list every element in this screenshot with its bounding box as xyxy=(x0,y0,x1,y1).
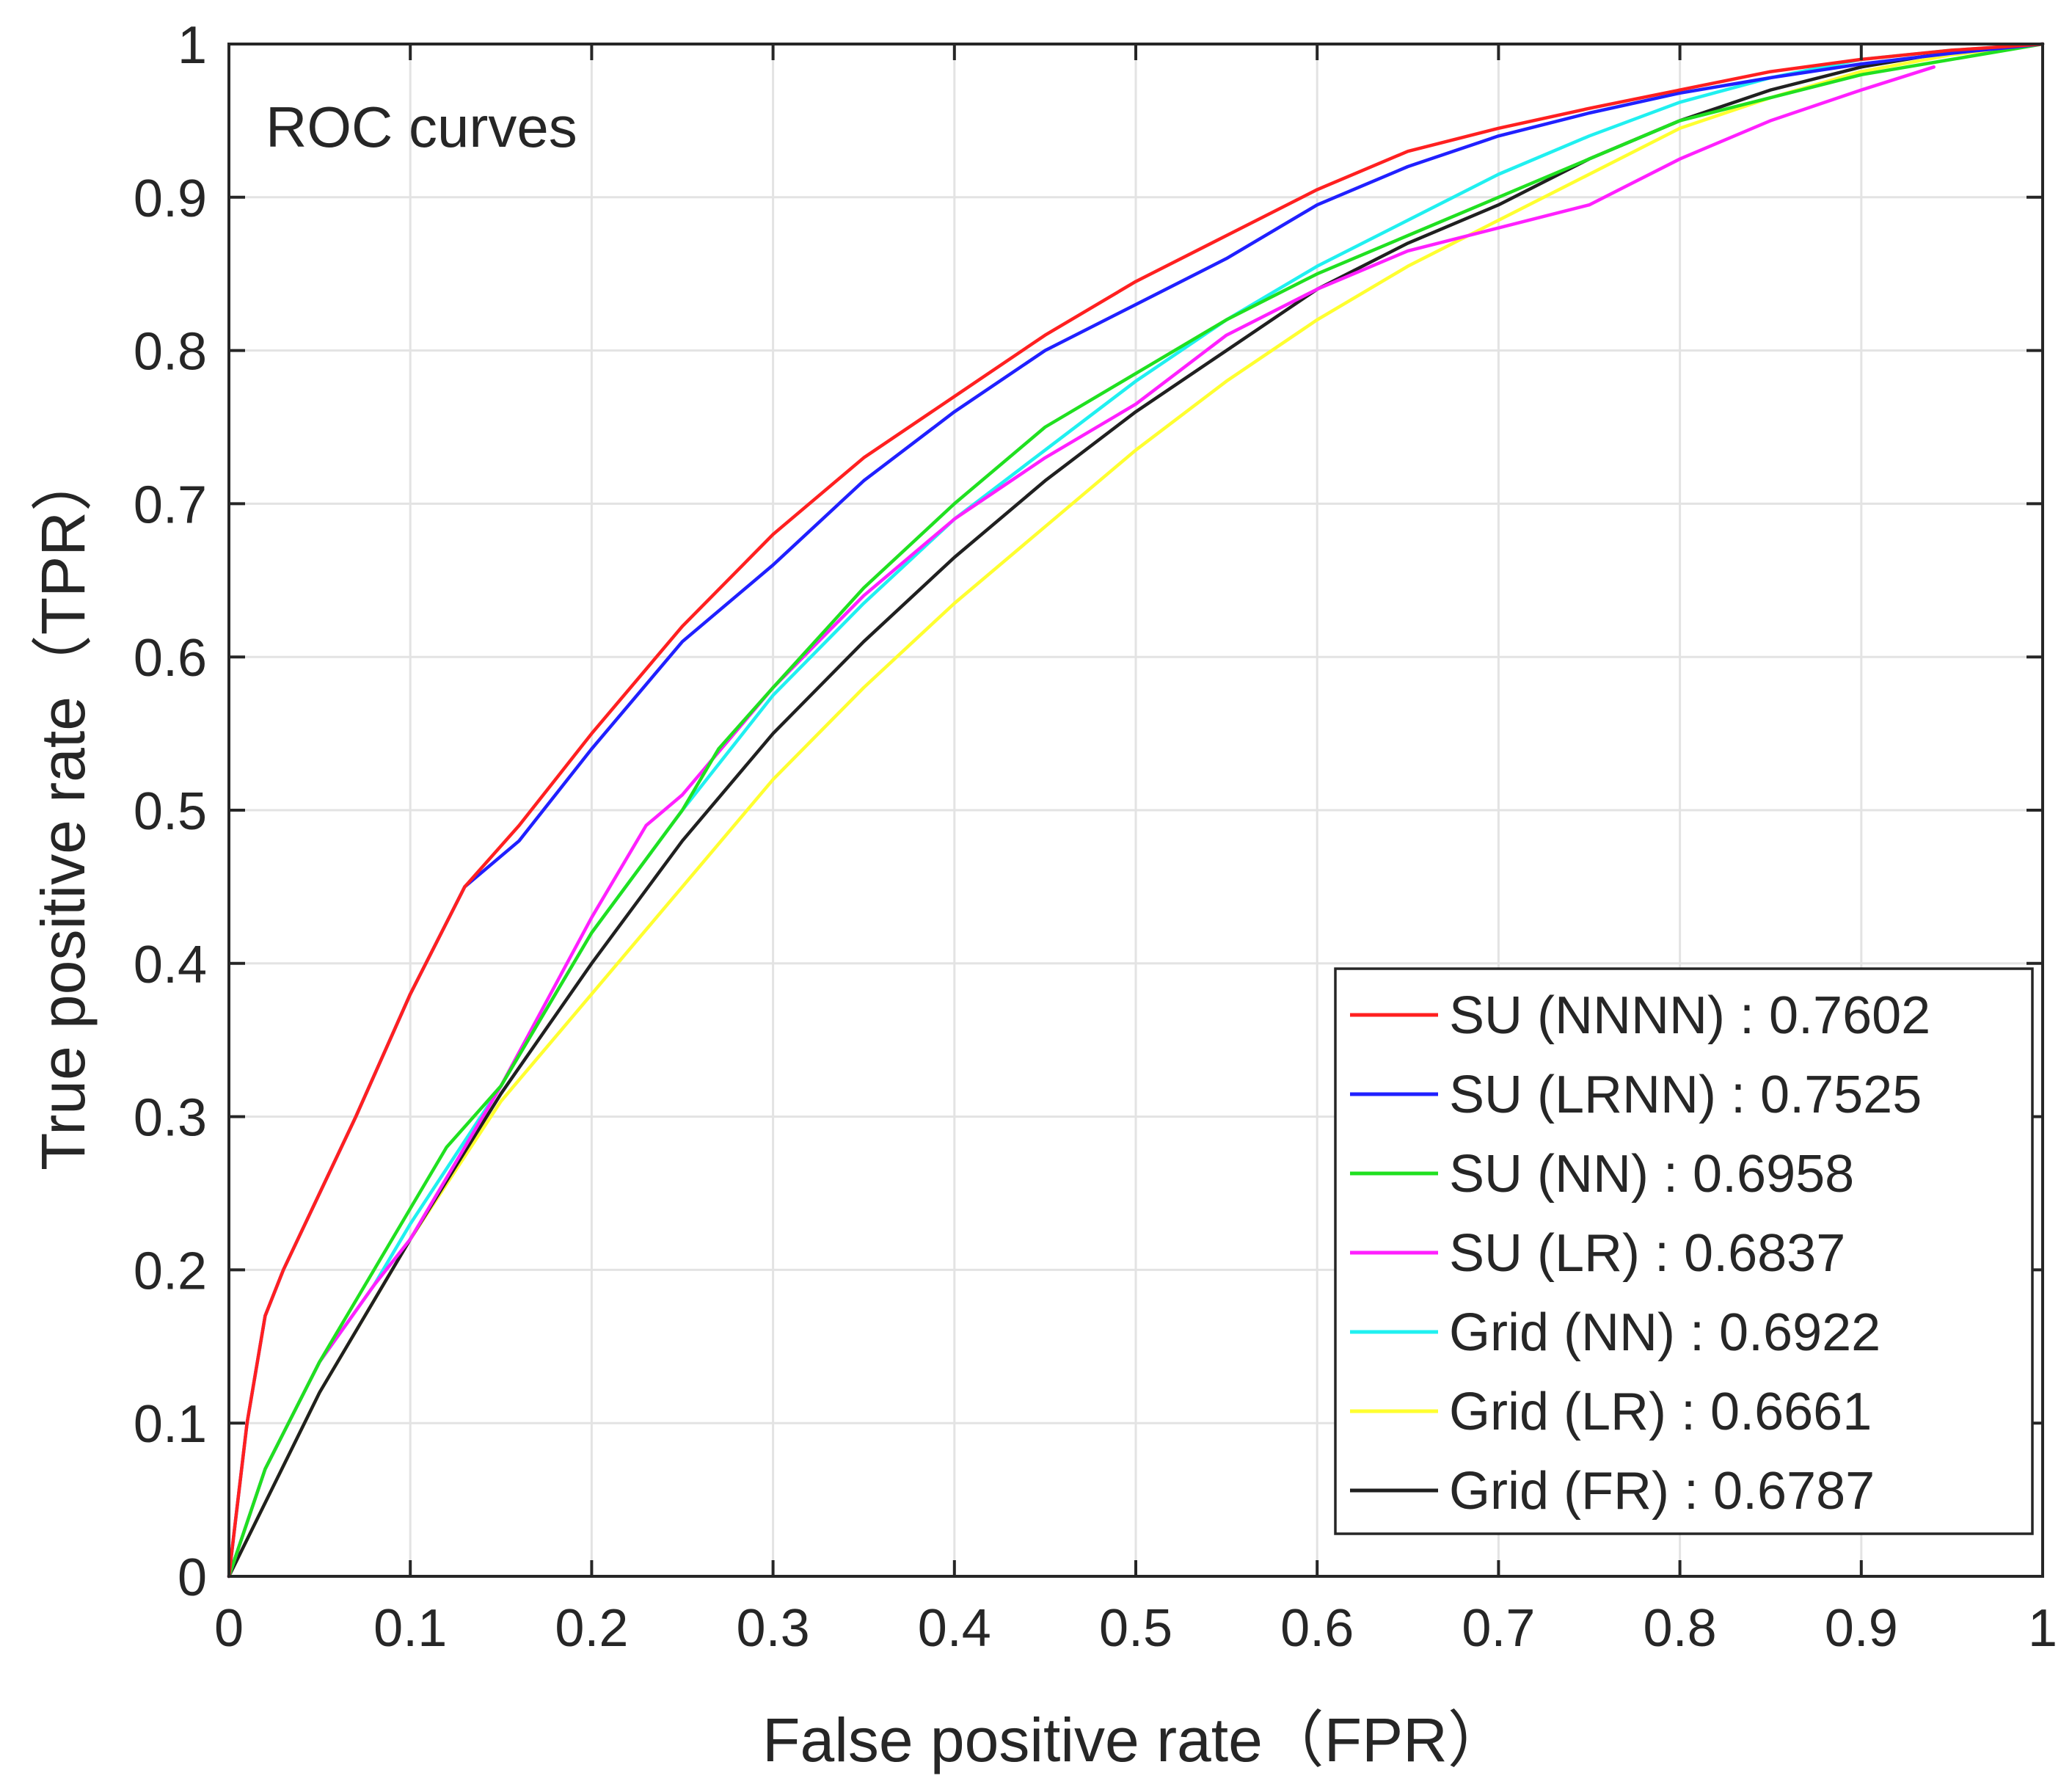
x-tick-label: 0 xyxy=(214,1599,244,1658)
x-tick-label: 0.5 xyxy=(1099,1599,1172,1658)
y-tick-label: 0.3 xyxy=(134,1089,207,1148)
y-axis-label: True positive rate（TPR） xyxy=(29,450,98,1170)
series-line-2 xyxy=(227,42,2045,1579)
legend-label: SU (NNNN) : 0.7602 xyxy=(1449,986,1930,1045)
series-line-5 xyxy=(227,42,2045,1579)
x-tick-label: 0.4 xyxy=(918,1599,991,1658)
legend-label: Grid (FR) : 0.6787 xyxy=(1449,1462,1875,1521)
y-tick-label: 0.8 xyxy=(134,323,207,382)
series-line-4 xyxy=(227,42,2045,1579)
legend: SU (NNNN) : 0.7602 SU (LRNN) : 0.7525 SU (… xyxy=(1334,967,2034,1535)
series-line-0 xyxy=(227,42,2045,1579)
y-tick-label: 0.6 xyxy=(134,629,207,688)
x-tick-label: 1 xyxy=(2028,1599,2057,1658)
y-tick-label: 1 xyxy=(178,16,207,75)
y-tick-label: 0.9 xyxy=(134,170,207,228)
series-lines xyxy=(227,42,2045,1579)
y-tick-label: 0.7 xyxy=(134,476,207,534)
legend-label: SU (LR) : 0.6837 xyxy=(1449,1224,1845,1283)
y-tick-label: 0.2 xyxy=(134,1242,207,1300)
series-line-6 xyxy=(227,42,2045,1579)
series-line-3 xyxy=(227,65,1936,1579)
legend-label: SU (LRNN) : 0.7525 xyxy=(1449,1066,1922,1124)
x-tick-label: 0.1 xyxy=(373,1599,447,1658)
y-tick-label: 0 xyxy=(178,1548,207,1607)
x-tick-label: 0.7 xyxy=(1462,1599,1535,1658)
legend-box xyxy=(1334,967,2034,1535)
x-tick-label: 0.3 xyxy=(737,1599,810,1658)
y-tick-label: 0.5 xyxy=(134,782,207,841)
chart-title: ROC curves xyxy=(266,95,577,159)
axis-ticks: 0 0.1 0.2 0.3 0.4 0.5 0.6 0.7 0.8 0.9 1 0 0.1 0.2 0.3 0… xyxy=(134,16,2057,1658)
legend-label: SU (NN) : 0.6958 xyxy=(1449,1145,1854,1204)
legend-label: Grid (NN) : 0.6922 xyxy=(1449,1303,1881,1362)
legend-label: Grid (LR) : 0.6661 xyxy=(1449,1383,1872,1441)
x-axis-label: False positive rate（FPR） xyxy=(762,1705,1509,1774)
y-tick-label: 0.1 xyxy=(134,1395,207,1454)
x-tick-label: 0.6 xyxy=(1280,1599,1354,1658)
x-tick-label: 0.9 xyxy=(1825,1599,1898,1658)
y-tick-label: 0.4 xyxy=(134,936,207,994)
x-tick-label: 0.2 xyxy=(555,1599,628,1658)
x-tick-label: 0.8 xyxy=(1644,1599,1717,1658)
